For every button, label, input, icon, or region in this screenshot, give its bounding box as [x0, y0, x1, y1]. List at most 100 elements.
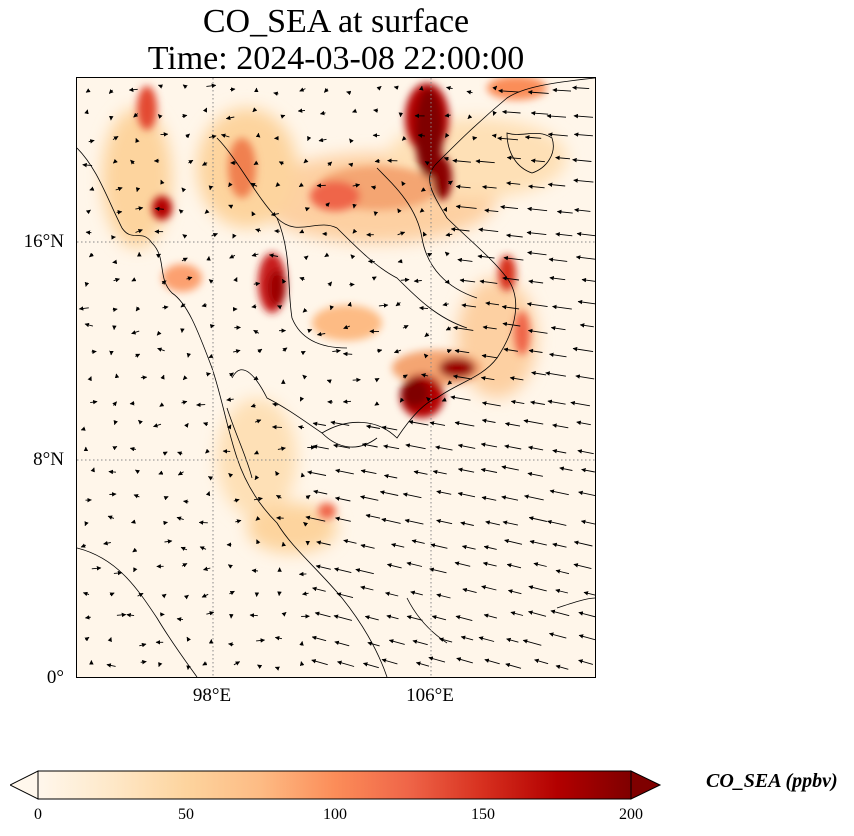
- wind-arrow: [552, 448, 567, 454]
- wind-arrow: [545, 371, 566, 377]
- wind-arrow: [162, 451, 168, 456]
- wind-arrow: [315, 564, 331, 570]
- wind-arrow: [534, 658, 549, 665]
- wind-arrow: [546, 113, 567, 119]
- wind-arrow: [297, 425, 305, 430]
- wind-arrow: [84, 322, 94, 328]
- wind-arrow: [282, 278, 287, 284]
- wind-arrow: [406, 561, 423, 567]
- wind-arrow: [132, 547, 138, 553]
- wind-arrow: [570, 400, 590, 407]
- wind-arrow: [249, 613, 258, 618]
- wind-arrow: [177, 470, 184, 476]
- wind-arrow: [272, 402, 279, 407]
- wind-arrow: [502, 520, 518, 526]
- wind-arrow: [228, 642, 234, 647]
- wind-arrow: [478, 227, 499, 233]
- wind-arrow: [475, 159, 495, 164]
- wind-arrow: [555, 588, 569, 594]
- wind-arrow: [316, 331, 326, 337]
- wind-arrow: [491, 133, 497, 139]
- wind-arrow: [454, 561, 471, 567]
- wind-arrow: [131, 330, 140, 335]
- wind-arrow: [108, 469, 117, 475]
- wind-arrow: [406, 615, 423, 621]
- wind-arrow: [334, 567, 352, 574]
- wind-arrow: [208, 279, 214, 284]
- wind-arrow: [253, 160, 259, 166]
- wind-arrow: [479, 279, 498, 284]
- wind-arrow: [270, 212, 279, 217]
- wind-arrow: [133, 494, 140, 499]
- wind-arrow: [350, 254, 356, 260]
- wind-arrow: [423, 353, 429, 359]
- wind-arrow: [352, 183, 361, 188]
- wind-arrow: [113, 420, 118, 426]
- wind-arrow: [233, 277, 238, 283]
- colorbar-label: CO_SEA (ppbv): [706, 770, 838, 792]
- wind-arrow: [457, 467, 475, 473]
- wind-arrow: [253, 329, 260, 335]
- wind-arrow: [366, 424, 380, 429]
- wind-arrow: [275, 182, 281, 187]
- colorbar-gradient: [37, 770, 632, 800]
- colorbar-min-extend: [10, 770, 39, 800]
- wind-arrow: [391, 542, 405, 548]
- wind-arrow: [135, 137, 140, 143]
- wind-arrow: [445, 326, 452, 331]
- wind-arrow: [578, 659, 594, 665]
- wind-arrow: [548, 632, 567, 639]
- wind-arrow: [201, 593, 209, 598]
- wind-arrow: [116, 612, 127, 618]
- wind-arrow: [399, 397, 405, 403]
- wind-arrow: [303, 521, 309, 527]
- wind-arrow: [435, 445, 453, 451]
- wind-arrow: [131, 277, 137, 282]
- wind-arrow: [228, 372, 234, 378]
- wind-arrow: [522, 639, 542, 646]
- wind-arrow: [485, 520, 500, 526]
- wind-arrow: [527, 328, 548, 334]
- wind-arrow: [347, 301, 352, 307]
- wind-arrow: [163, 496, 169, 501]
- wind-arrow: [135, 206, 144, 211]
- wind-arrow: [160, 179, 165, 185]
- wind-arrow: [527, 206, 548, 212]
- wind-arrow: [129, 446, 136, 452]
- wind-arrow: [547, 399, 566, 405]
- wind-arrow: [472, 136, 478, 141]
- wind-arrow: [444, 113, 451, 118]
- wind-arrow: [307, 328, 313, 334]
- wind-arrow: [302, 307, 308, 313]
- wind-arrow: [355, 568, 374, 575]
- wind-arrow: [533, 562, 547, 567]
- wind-arrow: [484, 658, 500, 665]
- wind-arrow: [527, 471, 543, 477]
- wind-arrow: [555, 664, 569, 670]
- map-title: CO_SEA at surface: [202, 3, 470, 40]
- wind-arrow: [455, 204, 477, 209]
- wind-arrow: [153, 423, 162, 428]
- wind-arrow: [177, 451, 183, 456]
- wind-arrow: [84, 281, 90, 287]
- wind-arrow: [257, 664, 263, 669]
- wind-arrow: [116, 210, 123, 215]
- wind-arrow: [492, 85, 498, 91]
- wind-arrow: [371, 276, 377, 281]
- wind-arrow: [397, 231, 406, 236]
- wind-arrow: [255, 516, 261, 521]
- wind-arrow: [457, 491, 476, 498]
- wind-arrow: [385, 591, 399, 597]
- wind-arrow: [502, 109, 521, 115]
- wind-arrow: [401, 181, 406, 187]
- wind-arrow: [305, 494, 311, 500]
- wind-arrow: [228, 472, 234, 478]
- wind-arrow: [480, 442, 498, 448]
- wind-arrow: [133, 567, 138, 573]
- colorbar-tick-50: 50: [178, 806, 194, 823]
- wind-arrow: [507, 589, 522, 595]
- wind-arrow: [530, 110, 549, 116]
- wind-arrow: [235, 519, 242, 524]
- wind-arrow: [461, 544, 476, 550]
- wind-arrow: [528, 279, 544, 284]
